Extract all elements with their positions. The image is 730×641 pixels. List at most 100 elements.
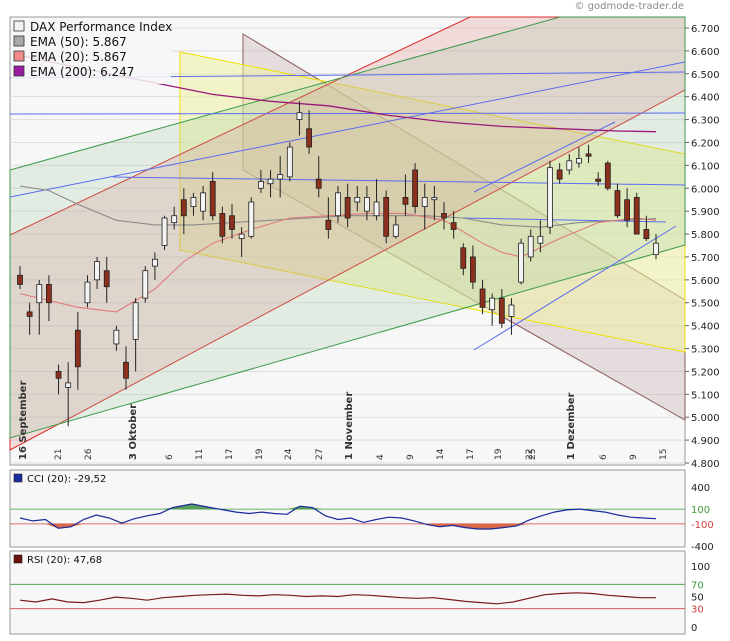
candle-body xyxy=(84,281,91,304)
candle-body xyxy=(604,162,611,189)
cci-indicator: 400 100 -100 -400 CCI (20): -29,52 xyxy=(10,473,714,553)
candle-body xyxy=(258,180,264,189)
candle-body xyxy=(460,247,467,269)
candle xyxy=(335,185,341,223)
price-tick-label: 6.200 xyxy=(691,138,720,149)
candle-body xyxy=(219,213,226,237)
cci-line xyxy=(19,503,657,530)
price-tick-label: 5.600 xyxy=(691,276,720,287)
candle-body xyxy=(431,197,438,201)
day-label: 9 xyxy=(629,454,639,460)
candle-body xyxy=(392,224,399,237)
cci-panel xyxy=(9,469,686,548)
day-label: 17 xyxy=(225,449,235,460)
candle xyxy=(479,279,486,315)
candle xyxy=(344,183,351,228)
candle-body xyxy=(527,235,534,258)
candle-body xyxy=(653,242,659,256)
candle-body xyxy=(576,158,582,164)
cci-tick-label: -400 xyxy=(691,542,714,553)
candle-body xyxy=(94,261,100,281)
candle xyxy=(354,185,361,212)
month-label: 1 November xyxy=(344,392,355,460)
candle-body xyxy=(344,197,351,219)
blue-trendline-3 xyxy=(9,61,686,198)
candle-body xyxy=(325,219,332,230)
candle-body xyxy=(335,192,341,217)
candle xyxy=(123,346,129,390)
candle xyxy=(132,298,139,372)
candle-body xyxy=(180,199,187,217)
candle xyxy=(392,215,399,239)
price-axis: 4.800 4.900 5.000 5.100 5.200 5.300 5.400 5.500… xyxy=(685,24,720,470)
candles xyxy=(17,101,659,427)
candle xyxy=(518,238,524,285)
candle-body xyxy=(152,258,158,267)
cci-tick-label: 400 xyxy=(691,483,710,494)
candle-body xyxy=(267,178,274,185)
day-label: 14 xyxy=(436,448,446,460)
candle xyxy=(258,169,264,193)
candle xyxy=(46,275,52,322)
price-tick-label: 5.900 xyxy=(691,207,720,218)
candle-body xyxy=(229,215,235,230)
month-label: 16 September xyxy=(18,381,29,460)
rsi-tick-label: 30 xyxy=(691,605,704,616)
day-label: 17 xyxy=(466,449,476,460)
rsi-tick-label: 0 xyxy=(691,623,697,634)
candle-body xyxy=(161,217,168,246)
day-label: 25 xyxy=(528,449,538,460)
candle-body xyxy=(36,284,43,304)
candle xyxy=(556,163,563,184)
candle-body xyxy=(643,229,650,240)
candle xyxy=(633,192,640,235)
price-tick-label: 4.800 xyxy=(691,459,720,470)
candle-body xyxy=(123,361,129,379)
candle xyxy=(547,160,553,235)
day-label: 24 xyxy=(284,448,294,460)
candle xyxy=(412,163,418,214)
price-tick-label: 6.300 xyxy=(691,116,720,127)
candle xyxy=(421,183,428,230)
candle xyxy=(200,185,206,221)
candle-body xyxy=(624,199,630,221)
price-tick-label: 6.600 xyxy=(691,47,720,58)
candle xyxy=(142,266,149,303)
legend-entry: EMA (50): 5.867 xyxy=(30,35,127,49)
candle xyxy=(267,169,274,198)
candle xyxy=(527,229,534,262)
cci-tick-label: -100 xyxy=(691,520,714,531)
legend-swatch xyxy=(13,50,25,62)
blue-trendline-6 xyxy=(473,121,616,193)
rsi-label: RSI (20): 47,68 xyxy=(27,555,102,566)
candle xyxy=(431,185,438,221)
candle-body xyxy=(518,242,524,283)
day-label: 27 xyxy=(315,449,325,460)
legend-swatch xyxy=(13,65,25,77)
candle-body xyxy=(508,304,515,317)
candle-body xyxy=(26,311,33,317)
cci-swatch xyxy=(13,473,23,483)
candle xyxy=(286,142,293,182)
candle xyxy=(383,190,390,244)
candle-body xyxy=(614,190,621,217)
candle-body xyxy=(142,270,149,299)
candle xyxy=(36,279,43,335)
candle xyxy=(209,172,216,221)
rsi-tick-label: 70 xyxy=(691,580,704,591)
legend-entry: EMA (200): 6.247 xyxy=(30,65,134,79)
candle xyxy=(219,206,226,244)
candle xyxy=(566,153,573,175)
candle-body xyxy=(441,213,447,219)
candle-body xyxy=(489,297,496,311)
price-tick-label: 5.500 xyxy=(691,299,720,310)
candle xyxy=(152,252,158,280)
candle-body xyxy=(132,302,139,340)
candle-body xyxy=(171,215,178,224)
blue-trendline-4 xyxy=(112,176,686,186)
candle xyxy=(238,227,245,257)
candle xyxy=(315,156,322,198)
day-label: 22 xyxy=(525,449,535,460)
